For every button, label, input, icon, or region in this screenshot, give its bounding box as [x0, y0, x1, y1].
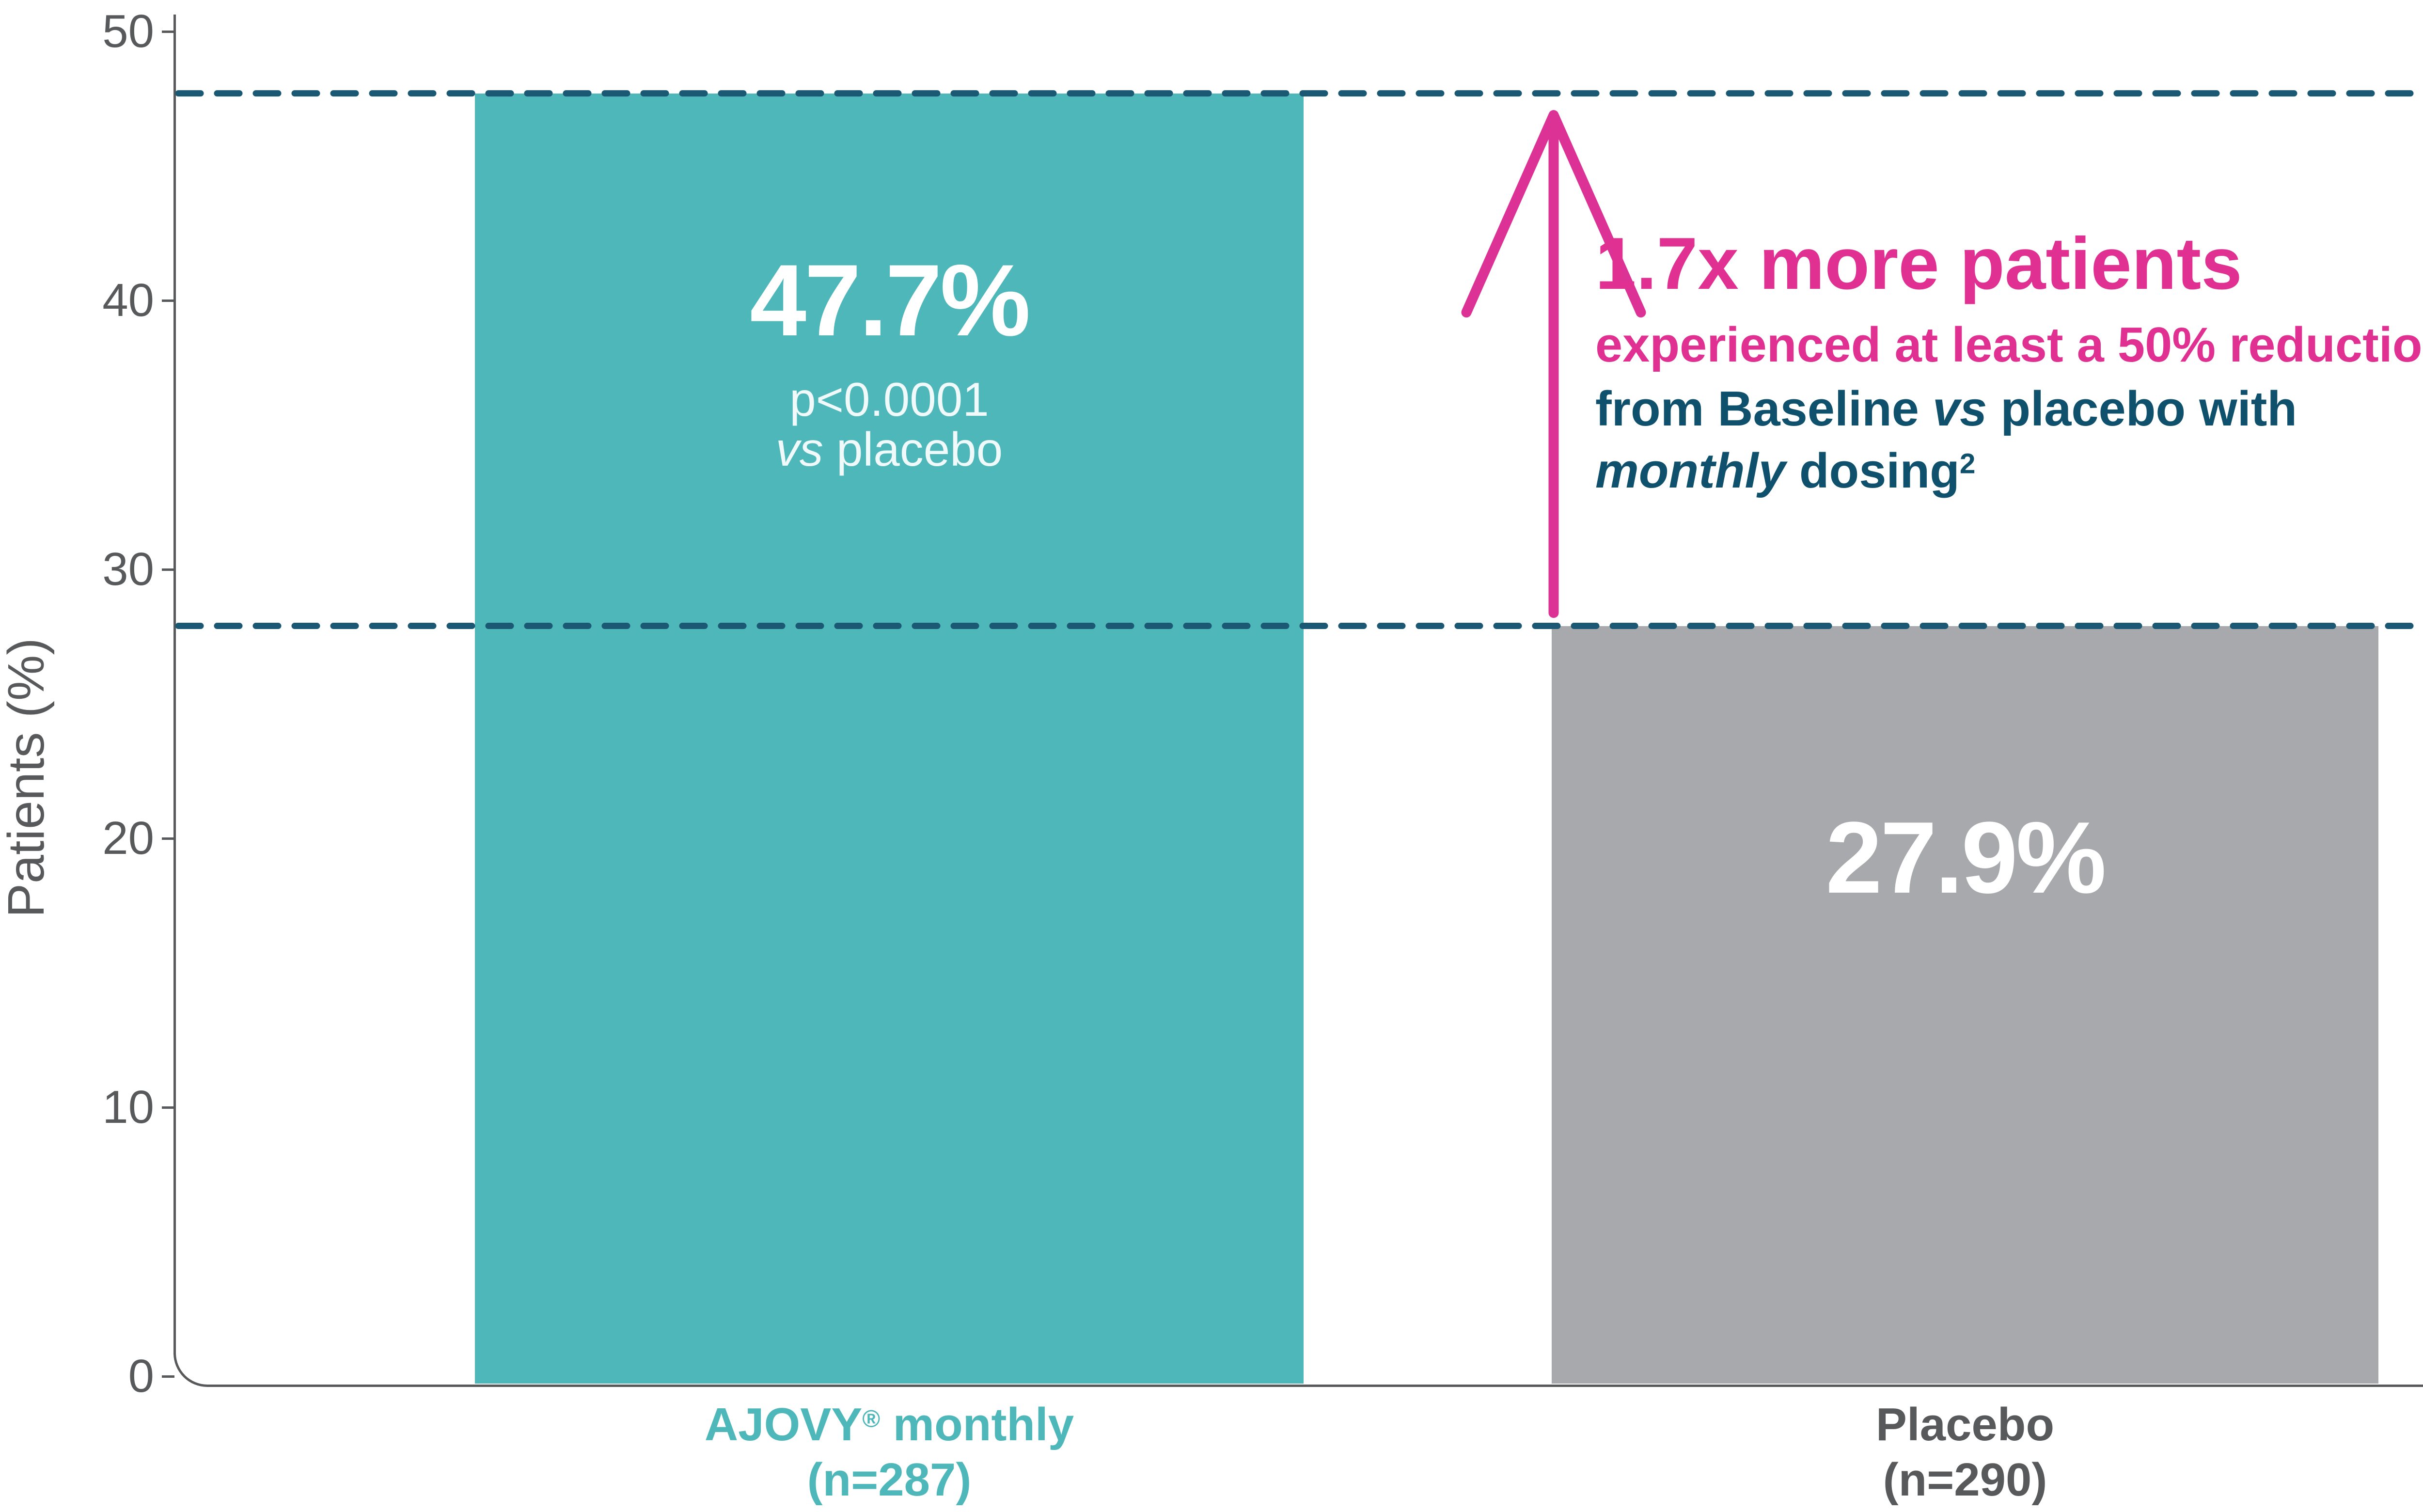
- callout-text: from Baseline: [1595, 382, 1933, 436]
- reference-superscript: 2: [1959, 448, 1976, 480]
- y-tick-mark: [162, 299, 174, 302]
- y-tick-mark: [162, 837, 174, 840]
- vs-italic: vs: [775, 422, 823, 476]
- y-tick-label: 10: [102, 1081, 154, 1133]
- vs-placebo-label: vs placebo: [475, 422, 1304, 477]
- callout-headline: 1.7x more patients: [1595, 222, 2242, 305]
- registered-mark-icon: ®: [862, 1405, 881, 1433]
- bar-value-label: 47.7%: [750, 243, 1030, 357]
- callout-detail-line2: monthly dosing2: [1595, 447, 1975, 496]
- axis-frame: [173, 15, 2423, 1387]
- bar-ajovy-monthly: 47.7% p<0.0001 vs placebo: [475, 93, 1304, 1384]
- x-label-placebo: Placebo: [1875, 1399, 2055, 1450]
- y-tick-label: 50: [102, 5, 154, 57]
- y-tick-mark: [162, 31, 174, 33]
- callout-text: placebo with: [1987, 382, 2297, 436]
- y-tick-label: 40: [102, 274, 154, 326]
- y-tick-label: 20: [102, 812, 154, 864]
- y-tick-label: 0: [128, 1350, 154, 1402]
- brand-suffix: monthly: [880, 1399, 1074, 1450]
- vs-rest: placebo: [823, 422, 1003, 476]
- brand-name: AJOVY: [704, 1399, 863, 1450]
- y-tick-mark: [162, 1375, 174, 1378]
- callout-text: dosing: [1785, 444, 1960, 498]
- p-value-label: p<0.0001: [789, 372, 989, 426]
- y-tick-label: 30: [102, 543, 154, 595]
- bar-value-label: 27.9%: [1825, 800, 2106, 914]
- monthly-italic: monthly: [1595, 444, 1786, 498]
- x-label-ajovy-n: (n=287): [807, 1454, 972, 1506]
- y-tick-mark: [162, 568, 174, 571]
- y-tick-mark: [162, 1106, 174, 1109]
- callout-detail-line1: from Baseline vs placebo with: [1595, 385, 2297, 434]
- vs-italic: vs: [1933, 382, 1987, 436]
- x-label-placebo-n: (n=290): [1883, 1454, 2047, 1506]
- bar-placebo: 27.9%: [1552, 626, 2378, 1384]
- x-label-ajovy: AJOVY® monthly: [475, 1402, 1304, 1448]
- callout-subline: experienced at least a 50% reduction: [1595, 318, 2423, 372]
